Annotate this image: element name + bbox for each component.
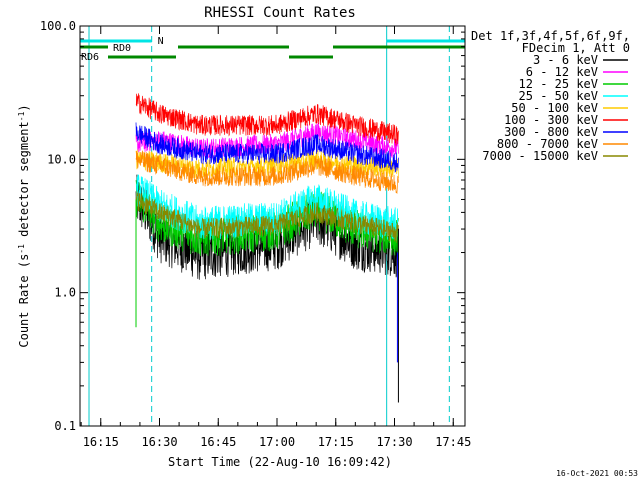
legend: Det 1f,3f,4f,5f,6f,9f, FDecim 1, Att 0 3… [471,29,630,163]
y-tick-label: 0.1 [54,419,76,433]
legend-label: 7000 - 15000 keV [482,149,598,163]
series-800to7000keV-line [135,150,399,195]
rd6-label: RD6 [81,52,99,63]
x-tick-label: 17:00 [259,435,295,449]
y-tick-label: 10.0 [47,152,76,166]
x-tick-label: 16:15 [83,435,119,449]
legend-label: 25 - 50 keV [519,89,598,103]
y-tick-label: 100.0 [40,19,76,33]
series-7000to15000keV-line [135,190,399,243]
legend-label: 800 - 7000 keV [497,137,598,151]
series-300to800keV-line [135,122,399,173]
x-tick-label: 16:30 [141,435,177,449]
night-label: N [158,36,164,47]
plot-area: N RD0 RD6 [80,26,465,426]
x-tick-label: 17:30 [376,435,412,449]
legend-header-line-2: FDecim 1, Att 0 [522,41,630,55]
series-25to50keV-line [135,174,399,241]
x-tick-label: 17:15 [318,435,354,449]
x-tick-label: 17:45 [435,435,471,449]
series-100to300keV-line [135,93,399,146]
legend-header-line-1: Det 1f,3f,4f,5f,6f,9f, [471,29,630,43]
x-axis: 16:15 16:30 16:45 17:00 17:15 17:30 17:45 [80,26,471,449]
legend-label: 3 - 6 keV [533,53,598,67]
chart-title: RHESSI Count Rates [204,5,356,21]
y-axis: 100.0 10.0 1.0 0.1 [40,19,465,433]
timestamp: 16-Oct-2021 00:53 [556,469,638,478]
x-tick-label: 16:45 [200,435,236,449]
legend-label: 50 - 100 keV [511,101,598,115]
y-axis-label: Count Rate (s-1 detector segment-1) [17,104,32,347]
legend-label: 6 - 12 keV [526,65,598,79]
legend-label: 300 - 800 keV [504,125,598,139]
rd0-label: RD0 [113,43,131,54]
x-axis-label: Start Time (22-Aug-10 16:09:42) [168,455,392,469]
plot-frame [79,25,466,427]
y-tick-label: 1.0 [54,286,76,300]
legend-label: 12 - 25 keV [519,77,598,91]
legend-label: 100 - 300 keV [504,113,598,127]
